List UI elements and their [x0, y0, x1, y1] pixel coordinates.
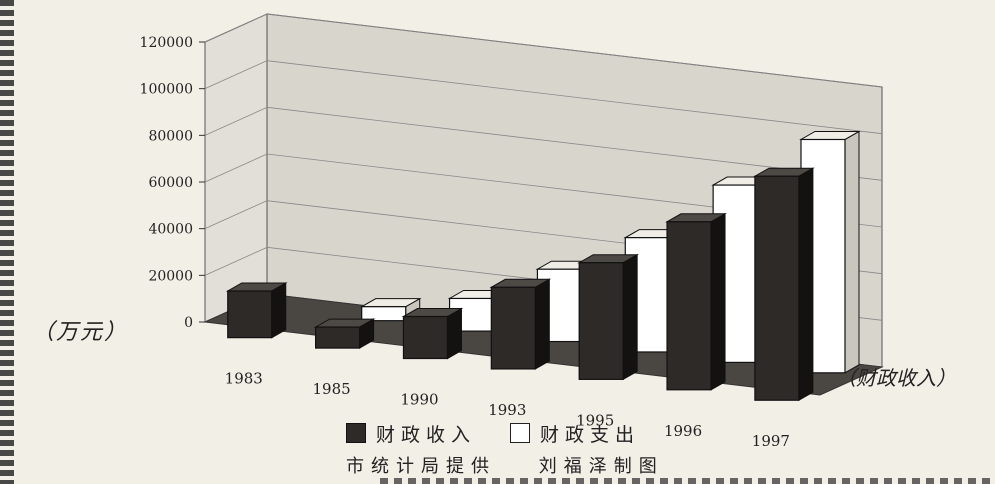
bar-income-1993-side — [534, 278, 550, 370]
bar-income-1997-front — [754, 175, 800, 401]
decorative-border-left — [0, 0, 14, 484]
x-tick-label: 1993 — [488, 401, 526, 419]
bar-expenditure-1985-front — [361, 306, 407, 322]
y-tick-label: 120000 — [140, 35, 193, 51]
gridline-back — [266, 13, 883, 88]
x-tick-label: 1983 — [225, 370, 263, 388]
gridline-side — [204, 200, 268, 230]
y-tick-label: 20000 — [148, 268, 193, 284]
x-tick-label: 1990 — [400, 391, 438, 409]
x-tick-label: 1996 — [664, 422, 702, 440]
x-tick-label: 1995 — [576, 411, 614, 429]
legend-label-expenditure: 财政支出 — [540, 423, 641, 446]
bar-income-1996-front — [666, 221, 712, 391]
y-tick-label: 80000 — [148, 128, 193, 144]
legend-item-income: 财政收入 — [346, 420, 476, 447]
y-tick-label: 0 — [184, 315, 193, 331]
bar-income-1993 — [489, 278, 552, 370]
bar-income-1996 — [665, 212, 727, 391]
credit-author: 刘福泽制图 — [538, 456, 664, 477]
bar-income-1985-front — [315, 326, 361, 349]
bar-income-1995-front — [578, 262, 624, 380]
x-tick-label: 1997 — [752, 432, 790, 450]
bar-income-1993-front — [490, 286, 536, 370]
y-axis-unit-label: （万元） — [32, 320, 129, 345]
bar-income-1996-side — [710, 212, 726, 391]
bar-income-1997 — [753, 167, 815, 402]
bar-income-1983 — [225, 282, 288, 339]
x-tick-label: 1985 — [313, 380, 351, 398]
y-tick-label: 40000 — [148, 222, 193, 238]
bar-income-1990 — [401, 307, 464, 360]
gridline-back — [266, 60, 883, 135]
bar-income-1990-side — [446, 307, 462, 360]
bar-income-1983-side — [271, 282, 287, 339]
chart-credits: 市统计局提供 刘福泽制图 — [346, 452, 664, 478]
decorative-border-bottom — [380, 478, 995, 484]
x-axis-labels: 1983 1985 1990 1993 1995 1996 1997 — [225, 370, 790, 451]
bar-income-1997-side — [798, 167, 814, 402]
legend-item-expenditure: 财政支出 — [510, 420, 640, 447]
chart-legend: 财政收入 财政支出 — [346, 420, 674, 446]
bar-income-1995-side — [622, 253, 638, 381]
credit-provider: 市统计局提供 — [346, 456, 496, 477]
bar-income-1990-front — [402, 315, 449, 360]
x-axis-caption: （财政收入） — [836, 366, 956, 390]
bar-income-1983-front — [227, 290, 273, 339]
bar-expenditure-1997-side — [844, 130, 860, 374]
y-tick-label: 100000 — [140, 82, 193, 98]
bar-group — [225, 130, 861, 402]
gridline-side — [204, 246, 268, 276]
legend-swatch-expenditure — [510, 423, 531, 443]
gridline-side — [204, 153, 268, 183]
gridline-side — [204, 60, 268, 90]
bar-income-1995 — [577, 253, 640, 381]
legend-label-income: 财政收入 — [376, 423, 477, 446]
gridline-side — [204, 13, 268, 43]
bar-income-1985 — [313, 318, 376, 349]
gridline-side — [204, 106, 268, 136]
legend-swatch-income — [346, 423, 366, 443]
y-tick-label: 60000 — [148, 175, 193, 191]
